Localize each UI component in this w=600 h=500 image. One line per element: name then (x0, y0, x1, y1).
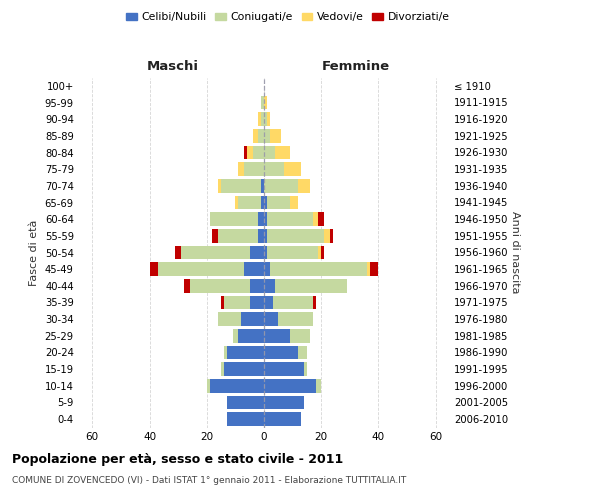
Bar (290, 329, 310, 342)
Bar (264, 129, 270, 142)
Bar (264, 346, 298, 360)
Text: Maschi: Maschi (146, 60, 199, 72)
Bar (209, 212, 258, 226)
Bar (247, 146, 253, 160)
Y-axis label: Anni di nascita: Anni di nascita (510, 211, 520, 294)
Bar (313, 296, 316, 310)
Bar (238, 329, 264, 342)
Bar (212, 229, 218, 242)
Bar (238, 196, 261, 209)
Bar (218, 312, 241, 326)
Bar (264, 279, 275, 292)
Bar (264, 362, 304, 376)
Bar (253, 129, 258, 142)
Bar (224, 362, 264, 376)
Bar (190, 279, 250, 292)
Bar (224, 346, 227, 360)
Bar (250, 246, 264, 260)
Bar (324, 229, 330, 242)
Bar (275, 146, 290, 160)
Bar (264, 329, 290, 342)
Bar (264, 162, 284, 176)
Bar (270, 129, 281, 142)
Bar (267, 229, 324, 242)
Bar (264, 262, 270, 276)
Text: Popolazione per età, sesso e stato civile - 2011: Popolazione per età, sesso e stato civil… (12, 452, 343, 466)
Bar (244, 146, 247, 160)
Bar (258, 112, 261, 126)
Bar (264, 312, 278, 326)
Bar (370, 262, 379, 276)
Bar (267, 246, 319, 260)
Bar (221, 179, 261, 192)
Bar (264, 229, 267, 242)
Bar (244, 262, 264, 276)
Bar (218, 179, 221, 192)
Bar (184, 279, 190, 292)
Bar (238, 162, 244, 176)
Y-axis label: Fasce di età: Fasce di età (29, 220, 39, 286)
Bar (253, 146, 264, 160)
Bar (181, 246, 250, 260)
Bar (221, 362, 224, 376)
Bar (264, 196, 267, 209)
Bar (207, 379, 209, 392)
Legend: Celibi/Nubili, Coniugati/e, Vedovi/e, Divorziati/e: Celibi/Nubili, Coniugati/e, Vedovi/e, Di… (122, 8, 454, 26)
Bar (330, 229, 332, 242)
Bar (241, 312, 264, 326)
Text: Femmine: Femmine (322, 60, 389, 72)
Bar (261, 96, 264, 110)
Bar (258, 229, 264, 242)
Bar (258, 129, 264, 142)
Bar (272, 296, 313, 310)
Bar (275, 279, 347, 292)
Bar (264, 412, 301, 426)
Bar (227, 412, 264, 426)
Bar (264, 179, 298, 192)
Bar (264, 379, 316, 392)
Bar (175, 246, 181, 260)
Bar (264, 96, 267, 110)
Bar (284, 162, 301, 176)
Bar (227, 396, 264, 409)
Bar (233, 329, 238, 342)
Bar (367, 262, 370, 276)
Bar (278, 312, 313, 326)
Bar (313, 212, 319, 226)
Bar (218, 229, 258, 242)
Bar (221, 296, 224, 310)
Bar (261, 112, 264, 126)
Bar (321, 246, 324, 260)
Bar (267, 112, 270, 126)
Bar (267, 212, 313, 226)
Bar (316, 379, 321, 392)
Bar (267, 196, 290, 209)
Bar (319, 212, 324, 226)
Bar (149, 262, 158, 276)
Bar (290, 196, 298, 209)
Bar (319, 246, 321, 260)
Bar (261, 179, 264, 192)
Bar (209, 379, 264, 392)
Bar (264, 296, 272, 310)
Bar (158, 262, 244, 276)
Bar (264, 246, 267, 260)
Bar (250, 296, 264, 310)
Bar (264, 212, 267, 226)
Bar (244, 162, 264, 176)
Bar (227, 346, 264, 360)
Bar (261, 196, 264, 209)
Bar (250, 279, 264, 292)
Bar (264, 146, 275, 160)
Bar (258, 212, 264, 226)
Bar (224, 296, 250, 310)
Bar (270, 262, 367, 276)
Text: COMUNE DI ZOVENCEDO (VI) - Dati ISTAT 1° gennaio 2011 - Elaborazione TUTTITALIA.: COMUNE DI ZOVENCEDO (VI) - Dati ISTAT 1°… (12, 476, 406, 485)
Bar (304, 362, 307, 376)
Bar (264, 112, 267, 126)
Bar (298, 179, 310, 192)
Bar (235, 196, 238, 209)
Bar (298, 346, 307, 360)
Bar (264, 396, 304, 409)
